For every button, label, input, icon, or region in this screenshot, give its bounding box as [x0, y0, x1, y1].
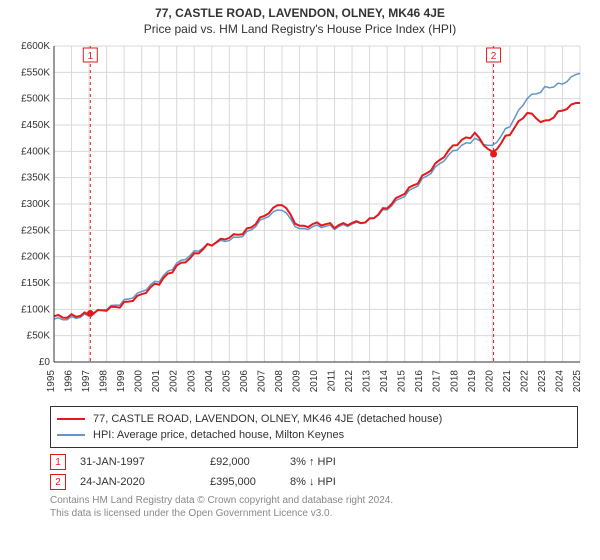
legend-box: 77, CASTLE ROAD, LAVENDON, OLNEY, MK46 4… [50, 406, 578, 448]
svg-text:2017: 2017 [432, 370, 443, 393]
event-marker: 2 [50, 474, 66, 490]
svg-text:2011: 2011 [327, 370, 338, 392]
chart-title: 77, CASTLE ROAD, LAVENDON, OLNEY, MK46 4… [10, 6, 590, 20]
event-price: £395,000 [210, 476, 290, 488]
footer-attribution: Contains HM Land Registry data © Crown c… [50, 494, 578, 520]
event-hpi-delta: 3% ↑ HPI [290, 456, 336, 468]
svg-text:£100K: £100K [21, 304, 50, 315]
svg-text:2005: 2005 [221, 370, 232, 393]
svg-text:£0: £0 [39, 357, 51, 368]
svg-text:2009: 2009 [291, 370, 302, 393]
svg-text:2002: 2002 [169, 370, 180, 393]
legend-swatch [57, 434, 85, 436]
svg-text:2012: 2012 [344, 370, 355, 393]
svg-text:2015: 2015 [397, 370, 408, 393]
legend-swatch [57, 418, 85, 420]
svg-text:2010: 2010 [309, 370, 320, 393]
svg-text:£300K: £300K [21, 199, 50, 210]
svg-text:2000: 2000 [134, 370, 145, 393]
legend-item: 77, CASTLE ROAD, LAVENDON, OLNEY, MK46 4… [57, 411, 571, 427]
svg-text:£350K: £350K [21, 173, 50, 184]
svg-text:2014: 2014 [379, 370, 390, 393]
svg-text:1: 1 [88, 51, 94, 62]
line-chart: £0 £50K £100K £150K £200K £250K £300K £350K £400… [10, 40, 590, 400]
svg-text:1996: 1996 [64, 370, 75, 393]
svg-text:2013: 2013 [362, 370, 373, 393]
footer-line-1: Contains HM Land Registry data © Crown c… [50, 494, 578, 507]
legend-label: 77, CASTLE ROAD, LAVENDON, OLNEY, MK46 4… [93, 411, 442, 427]
event-date: 24-JAN-2020 [80, 476, 210, 488]
event-hpi-delta: 8% ↓ HPI [290, 476, 336, 488]
svg-text:£250K: £250K [21, 225, 50, 236]
svg-text:1997: 1997 [81, 370, 92, 393]
svg-text:2001: 2001 [151, 370, 162, 393]
event-list: 1 31-JAN-1997£92,0003% ↑ HPI 2 24-JAN-2020£… [10, 454, 590, 490]
svg-text:£200K: £200K [21, 252, 50, 263]
svg-text:£400K: £400K [21, 146, 50, 157]
svg-text:2018: 2018 [449, 370, 460, 393]
event-row: 1 31-JAN-1997£92,0003% ↑ HPI [50, 454, 590, 470]
svg-text:2022: 2022 [519, 370, 530, 393]
event-price: £92,000 [210, 456, 290, 468]
svg-text:2: 2 [491, 51, 497, 62]
chart-subtitle: Price paid vs. HM Land Registry's House … [10, 22, 590, 36]
svg-text:1998: 1998 [99, 370, 110, 393]
svg-text:1995: 1995 [46, 370, 57, 393]
svg-text:2007: 2007 [256, 370, 267, 393]
svg-text:2006: 2006 [239, 370, 250, 393]
event-row: 2 24-JAN-2020£395,0008% ↓ HPI [50, 474, 590, 490]
svg-text:£500K: £500K [21, 94, 50, 105]
svg-text:2025: 2025 [572, 370, 583, 393]
svg-text:£600K: £600K [21, 41, 50, 52]
legend-label: HPI: Average price, detached house, Milt… [93, 427, 344, 443]
svg-text:2016: 2016 [414, 370, 425, 393]
event-date: 31-JAN-1997 [80, 456, 210, 468]
svg-text:£150K: £150K [21, 278, 50, 289]
svg-text:2008: 2008 [274, 370, 285, 393]
footer-line-2: This data is licensed under the Open Gov… [50, 507, 578, 520]
svg-text:2003: 2003 [186, 370, 197, 393]
svg-text:2023: 2023 [537, 370, 548, 393]
event-marker: 1 [50, 454, 66, 470]
svg-text:2024: 2024 [554, 370, 565, 393]
svg-text:2021: 2021 [502, 370, 513, 393]
svg-text:£450K: £450K [21, 120, 50, 131]
legend-item: HPI: Average price, detached house, Milt… [57, 427, 571, 443]
svg-text:2020: 2020 [484, 370, 495, 393]
svg-text:1999: 1999 [116, 370, 127, 393]
svg-text:2004: 2004 [204, 370, 215, 393]
svg-text:£550K: £550K [21, 67, 50, 78]
svg-text:2019: 2019 [467, 370, 478, 393]
svg-text:£50K: £50K [27, 331, 51, 342]
